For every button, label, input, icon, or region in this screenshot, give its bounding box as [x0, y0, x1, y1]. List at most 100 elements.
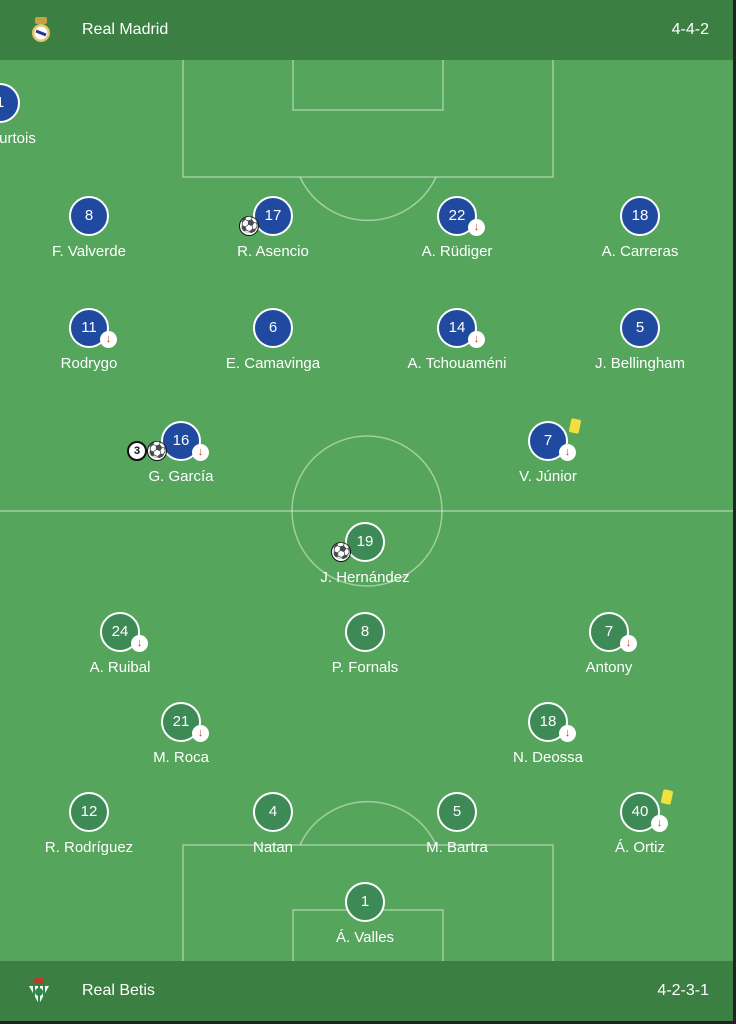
player-number: 16	[172, 432, 190, 449]
player-name: A. Ruibal	[89, 659, 151, 676]
substitution-icon: ↓	[100, 331, 117, 348]
player-number: 21	[172, 713, 190, 730]
player-number: 14	[448, 319, 466, 336]
away-player[interactable]: 21 ↓ M. Roca	[101, 702, 261, 766]
player-number-badge[interactable]: 17 ⚽	[239, 196, 293, 236]
player-number-badge[interactable]: 8	[69, 196, 109, 236]
player-name: M. Roca	[153, 749, 209, 766]
player-number: 11	[81, 319, 97, 336]
home-team-header: Real Madrid 4-4-2	[0, 0, 733, 60]
real-madrid-crest-icon	[32, 17, 50, 42]
player-number-badge[interactable]: 1	[0, 83, 20, 123]
home-player[interactable]: 22 ↓ A. Rüdiger	[377, 196, 537, 260]
away-player[interactable]: 12 R. Rodríguez	[9, 792, 169, 856]
player-number: 17	[264, 207, 282, 224]
substitution-icon: ↓	[651, 815, 668, 832]
player-number-badge[interactable]: 6	[253, 308, 293, 348]
away-player[interactable]: 19 ⚽ J. Hernández	[285, 522, 445, 586]
player-number-badge[interactable]: 11 ↓	[69, 308, 117, 348]
player-number-badge[interactable]: 8	[345, 612, 385, 652]
away-player[interactable]: 8 P. Fornals	[285, 612, 445, 676]
home-player[interactable]: 17 ⚽ R. Asencio	[193, 196, 353, 260]
away-formation: 4-2-3-1	[657, 982, 709, 999]
player-number-badge[interactable]: 7 ↓	[528, 418, 582, 461]
substitution-icon: ↓	[192, 725, 209, 742]
home-player[interactable]: 5 J. Bellingham	[560, 308, 720, 372]
away-player[interactable]: 1 Á. Valles	[285, 882, 445, 946]
home-player[interactable]: 14 ↓ A. Tchouaméni	[377, 308, 537, 372]
away-player[interactable]: 40 ↓ Á. Ortiz	[560, 789, 720, 856]
home-team-name: Real Madrid	[82, 21, 169, 38]
player-number-badge[interactable]: 21 ↓	[161, 702, 209, 742]
player-name: F. Valverde	[52, 243, 126, 260]
player-number: 5	[452, 803, 462, 820]
player-name: A. Rüdiger	[421, 243, 493, 260]
player-name: V. Júnior	[519, 468, 577, 485]
player-number: 40	[631, 803, 649, 820]
player-number-badge[interactable]: 4	[253, 792, 293, 832]
goal-count-badge: 3	[127, 441, 147, 461]
away-player[interactable]: 7 ↓ Antony	[529, 612, 689, 676]
away-player[interactable]: 4 Natan	[193, 792, 353, 856]
player-number-badge[interactable]: 22 ↓	[437, 196, 485, 236]
player-name: A. Tchouaméni	[407, 355, 507, 372]
player-number-badge[interactable]: 40 ↓	[620, 789, 674, 832]
player-name: R. Asencio	[237, 243, 309, 260]
substitution-icon: ↓	[620, 635, 637, 652]
player-number: 7	[543, 432, 553, 449]
home-player[interactable]: 18 A. Carreras	[560, 196, 720, 260]
player-number-badge[interactable]: 24 ↓	[100, 612, 148, 652]
player-name: Rodrygo	[60, 355, 118, 372]
substitution-icon: ↓	[131, 635, 148, 652]
goal-ball-icon: ⚽	[331, 542, 351, 562]
player-name: Á. Ortiz	[614, 839, 665, 856]
substitution-icon: ↓	[468, 219, 485, 236]
player-number-badge[interactable]: 14 ↓	[437, 308, 485, 348]
home-formation: 4-4-2	[671, 21, 709, 38]
player-name: E. Camavinga	[225, 355, 321, 372]
home-player[interactable]: 6 E. Camavinga	[193, 308, 353, 372]
player-number-badge[interactable]: 1	[345, 882, 385, 922]
player-number: 19	[356, 533, 374, 550]
away-player[interactable]: 24 ↓ A. Ruibal	[40, 612, 200, 676]
player-number-badge[interactable]: 5	[437, 792, 477, 832]
goal-ball-icon: ⚽	[147, 441, 167, 461]
player-number: 6	[268, 319, 278, 336]
player-name: J. Hernández	[320, 569, 410, 586]
player-name: Á. Valles	[335, 929, 395, 946]
player-number: 24	[111, 623, 129, 640]
real-betis-crest-icon	[29, 978, 49, 1004]
player-number: 4	[268, 803, 278, 820]
player-name: A. Carreras	[601, 243, 679, 260]
player-name: Natan	[252, 839, 294, 856]
player-number-badge[interactable]: 5	[620, 308, 660, 348]
player-number-badge[interactable]: 19 ⚽	[331, 522, 385, 562]
player-number: 1	[360, 893, 370, 910]
player-number: 7	[604, 623, 614, 640]
player-name: T. Courtois	[0, 130, 36, 147]
away-team-name: Real Betis	[82, 982, 155, 999]
player-number: 18	[631, 207, 649, 224]
home-player[interactable]: 7 ↓ V. Júnior	[468, 418, 628, 485]
substitution-icon: ↓	[559, 725, 576, 742]
goal-ball-icon: ⚽	[239, 216, 259, 236]
player-number-badge[interactable]: 7 ↓	[589, 612, 637, 652]
player-number: 12	[80, 803, 98, 820]
player-number-badge[interactable]: 12	[69, 792, 109, 832]
player-number-badge[interactable]: 16 ↓ ⚽ 3	[127, 421, 209, 461]
player-number: 18	[539, 713, 557, 730]
yellow-card-icon	[568, 418, 582, 434]
away-player[interactable]: 18 ↓ N. Deossa	[468, 702, 628, 766]
substitution-icon: ↓	[559, 444, 576, 461]
home-player[interactable]: 8 F. Valverde	[9, 196, 169, 260]
player-name: R. Rodríguez	[44, 839, 134, 856]
home-player[interactable]: 1 T. Courtois	[0, 83, 80, 147]
home-player[interactable]: 16 ↓ ⚽ 3 G. García	[101, 421, 261, 485]
player-name: M. Bartra	[426, 839, 488, 856]
player-number-badge[interactable]: 18	[620, 196, 660, 236]
player-name: J. Bellingham	[594, 355, 686, 372]
home-player[interactable]: 11 ↓ Rodrygo	[9, 308, 169, 372]
away-player[interactable]: 5 M. Bartra	[377, 792, 537, 856]
player-number-badge[interactable]: 18 ↓	[528, 702, 576, 742]
